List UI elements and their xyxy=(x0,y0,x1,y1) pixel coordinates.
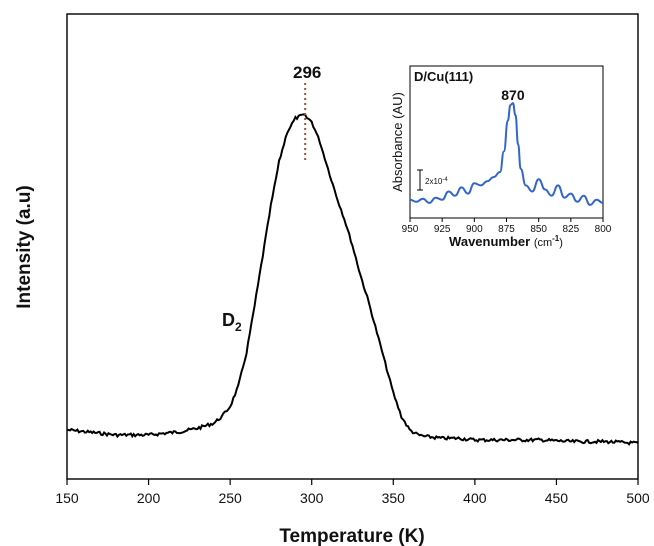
main-series-label-main: D xyxy=(222,310,235,330)
main-x-axis-title: Temperature (K) xyxy=(279,526,424,546)
inset-scale-bar-label-exp: -4 xyxy=(442,177,448,183)
inset-x-tick-label: 925 xyxy=(434,224,451,235)
inset-x-tick-label: 800 xyxy=(595,224,612,235)
inset-title: D/Cu(111) xyxy=(414,69,473,84)
inset-x-axis-title: Wavenumber (cm-1) xyxy=(449,234,563,249)
main-x-tick-label: 500 xyxy=(626,490,650,506)
inset-x-ticks xyxy=(409,218,604,222)
inset-scale-bar-label-main: 2x10 xyxy=(425,177,443,186)
main-series-label: D2 xyxy=(222,310,242,334)
main-x-tick-label: 250 xyxy=(218,490,242,506)
main-series-line xyxy=(66,113,639,446)
inset-x-tick-labels: 950 925 900 875 850 825 800 xyxy=(402,224,612,235)
inset-x-axis-title-close: ) xyxy=(559,237,563,249)
inset-x-tick-label: 875 xyxy=(498,224,515,235)
main-x-tick-labels: 150 200 250 300 350 400 450 500 xyxy=(55,490,650,506)
inset-series-line xyxy=(409,102,604,206)
main-x-tick-label: 200 xyxy=(137,490,161,506)
main-peak-label: 296 xyxy=(293,63,321,82)
main-x-tick-label: 450 xyxy=(545,490,569,506)
inset-scale-bar: 2x10-4 xyxy=(417,169,448,191)
inset-x-tick-label: 850 xyxy=(530,224,547,235)
main-plot-frame xyxy=(66,13,639,480)
main-y-axis-title: Intensity (a.u) xyxy=(14,185,35,309)
inset-x-axis-title-main: Wavenumber xyxy=(449,234,534,249)
inset-x-tick-label: 825 xyxy=(562,224,579,235)
inset-peak-label: 870 xyxy=(501,87,525,103)
main-x-tick-label: 400 xyxy=(463,490,487,506)
main-x-tick-label: 350 xyxy=(382,490,406,506)
main-x-tick-label: 150 xyxy=(55,490,79,506)
inset-x-tick-label: 900 xyxy=(466,224,483,235)
main-x-tick-label: 300 xyxy=(300,490,324,506)
inset-y-axis-title: Absorbance (AU) xyxy=(390,92,405,192)
inset-scale-bar-label: 2x10-4 xyxy=(425,177,448,186)
inset-x-axis-title-unit: (cm xyxy=(534,237,552,249)
inset-chart: 950 925 900 875 850 825 800 D/Cu(111) 870 Abso… xyxy=(390,65,612,249)
inset-x-tick-label: 950 xyxy=(402,224,419,235)
main-x-ticks xyxy=(66,479,639,485)
inset-x-axis-title-exp: -1 xyxy=(552,234,560,243)
main-series-label-sub: 2 xyxy=(235,320,242,334)
